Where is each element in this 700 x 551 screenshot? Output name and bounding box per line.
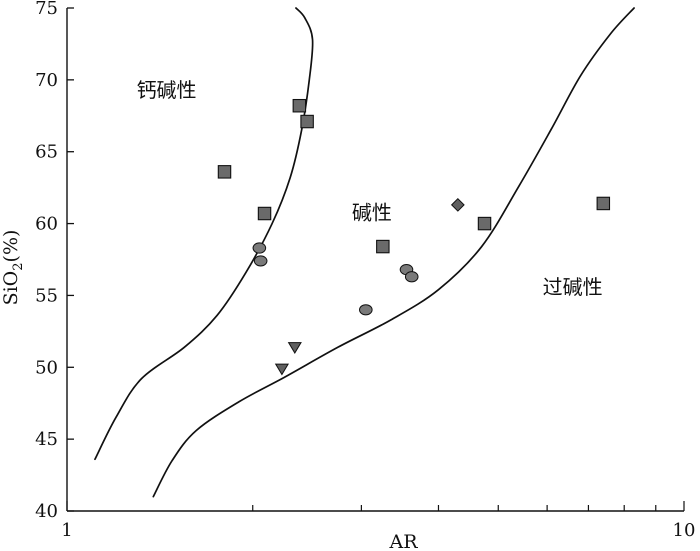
- peralkaline-region-label: 过碱性: [543, 275, 603, 299]
- y-tick-label: 55: [35, 285, 58, 306]
- circle-data-point: [253, 255, 268, 267]
- y-tick-label: 70: [35, 70, 58, 91]
- classification-boundaries: [94, 7, 635, 498]
- square-data-point: [257, 206, 272, 221]
- y-tick-label: 45: [35, 429, 58, 450]
- triangle-data-point: [274, 363, 289, 376]
- square-data-point: [292, 98, 307, 113]
- y-axis-title: SiO2(%): [0, 230, 26, 306]
- y-axis-title-subscript: 2: [11, 262, 26, 270]
- axes: [66, 7, 685, 512]
- y-axis-title-suffix: (%): [0, 230, 22, 263]
- y-tick-label: 60: [35, 214, 58, 235]
- circle-data-point: [404, 271, 419, 283]
- data-markers: [217, 98, 611, 376]
- y-axis-title-prefix: SiO: [0, 271, 22, 306]
- diamond-data-point: [450, 197, 465, 212]
- calc-alkaline-alkaline-boundary-line: [94, 7, 314, 461]
- calc-alkaline-region-label: 钙碱性: [137, 78, 197, 102]
- circle-data-point: [359, 304, 373, 316]
- square-data-point: [217, 165, 232, 179]
- alkaline-peralkaline-boundary-line: [152, 7, 635, 498]
- x-tick-label: 10: [673, 520, 696, 541]
- x-tick-label: 1: [61, 520, 72, 541]
- y-tick-label: 75: [35, 0, 58, 19]
- square-data-point: [477, 216, 492, 231]
- circle-data-point: [252, 242, 267, 254]
- square-data-point: [376, 239, 390, 254]
- triangle-data-point: [287, 342, 302, 354]
- y-tick-label: 65: [35, 142, 58, 163]
- y-tick-label: 40: [35, 501, 58, 522]
- x-axis-title: AR: [388, 531, 418, 551]
- square-data-point: [300, 114, 314, 129]
- square-data-point: [596, 196, 611, 211]
- alkaline-region-label: 碱性: [352, 200, 392, 224]
- y-tick-label: 50: [35, 357, 58, 378]
